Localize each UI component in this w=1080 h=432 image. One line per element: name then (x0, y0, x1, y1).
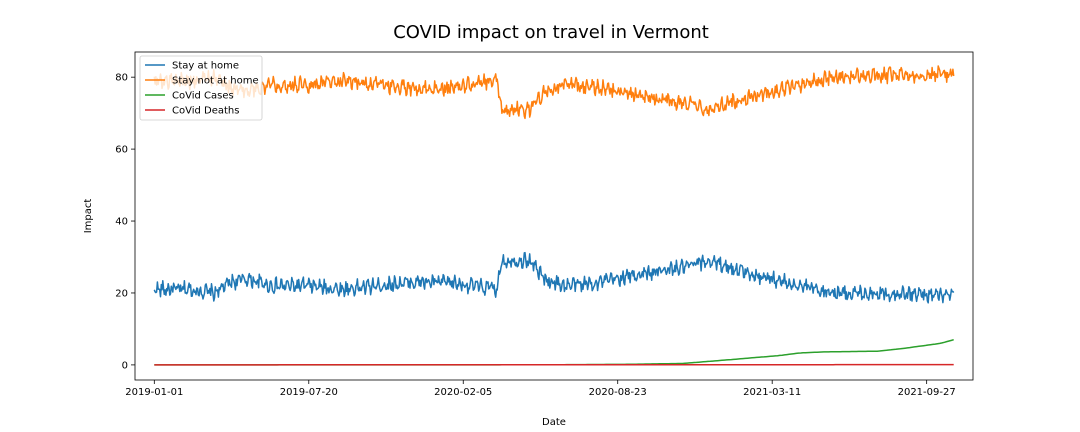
y-tick-label-1: 0 (122, 360, 128, 371)
legend: Stay at home Stay not at home CoVid Cases C… (139, 55, 263, 121)
chart-title: COVID impact on travel in Vermont (393, 22, 709, 43)
y-axis-ticks: 0 20 40 60 80 (115, 73, 135, 371)
x-axis-ticks: 2019-01-01 2019-07-20 2020-02-05 2020-08-23… (125, 380, 956, 398)
x-tick-label-2: 2019-07-20 (280, 387, 338, 398)
y-tick-label-4: 60 (115, 145, 128, 156)
series-line-2 (153, 65, 955, 120)
x-tick-label-6: 2021-09-27 (898, 387, 956, 398)
plot-area-frame (134, 51, 974, 381)
x-tick-label-3: 2020-02-05 (434, 387, 492, 398)
series-line-3 (154, 338, 954, 366)
series-line-1 (153, 251, 955, 304)
legend-label-3: CoVid Cases (172, 91, 234, 102)
legend-label-1: Stay at home (172, 61, 239, 72)
legend-label-4: CoVid Deaths (172, 106, 239, 117)
x-tick-label-1: 2019-01-01 (125, 387, 183, 398)
legend-label-2: Stay not at home (172, 76, 259, 87)
series-layer (153, 65, 955, 366)
y-tick-label-3: 40 (115, 217, 128, 228)
y-tick-label-5: 80 (115, 73, 128, 84)
y-axis-label: Impact (83, 199, 94, 234)
y-tick-label-2: 20 (115, 288, 128, 299)
legend-box (139, 55, 263, 121)
x-tick-label-4: 2020-08-23 (589, 387, 647, 398)
x-tick-label-5: 2021-03-11 (743, 387, 801, 398)
x-axis-label: Date (542, 417, 566, 428)
